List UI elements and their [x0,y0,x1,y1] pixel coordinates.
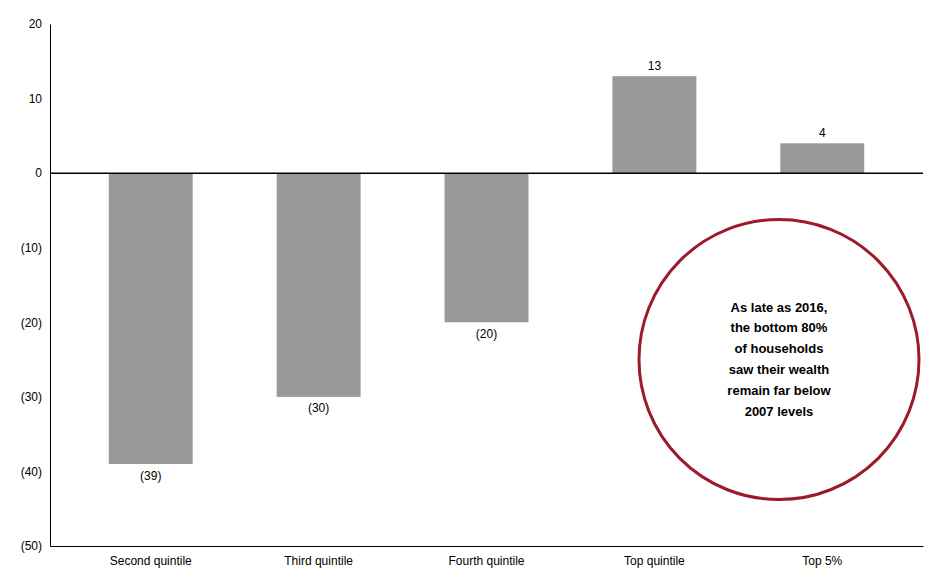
tick-label: Second quintile [110,554,192,568]
tick-label: Fourth quintile [448,554,524,568]
y-axis: (50) (40) (30) (20) (10) 0 10 20 [21,17,51,553]
tick-label: Third quintile [284,554,353,568]
tick: (50) [21,539,50,553]
tick: (20) [21,316,50,330]
data-label: (20) [476,327,497,341]
annotation-circle [639,220,919,500]
x-axis: Second quintile Third quintile Fourth quin… [51,546,924,568]
tick: (30) [21,390,50,404]
data-label: (30) [308,401,329,415]
annotation: As late as 2016, the bottom 80% of house… [727,297,830,422]
tick-label: (20) [21,316,42,330]
plot: (50) (40) (30) (20) (10) 0 10 20 Second quintile… [21,17,924,567]
bar [109,173,193,464]
bar [445,173,529,322]
zero-line [50,172,923,174]
tick: Top quintile [624,546,685,568]
bar [780,143,864,173]
tick-label: (40) [21,465,42,479]
tick-label: Top 5% [802,554,842,568]
tick: Fourth quintile [448,546,524,568]
tick-label: 20 [29,17,43,31]
tick: 0 [35,166,50,180]
tick-label: (30) [21,390,42,404]
bar [612,76,696,173]
axis-line [50,25,51,547]
axis-line [51,546,924,547]
tick: Top 5% [802,546,842,568]
tick: (10) [21,241,50,255]
tick-label: Top quintile [624,554,685,568]
tick-label: 10 [29,92,43,106]
chart-container: (50) (40) (30) (20) (10) 0 10 20 Second quintile… [0,0,943,586]
data-label: (39) [140,469,161,483]
bars [109,76,864,464]
bar [277,173,361,397]
tick: Third quintile [284,546,353,568]
tick-label: 0 [35,166,42,180]
tick: (40) [21,465,50,479]
tick-label: (10) [21,241,42,255]
tick-label: (50) [21,539,42,553]
data-label: 4 [819,126,826,140]
tick: 20 [29,17,50,31]
chart-svg: (50) (40) (30) (20) (10) 0 10 20 Second quintile… [0,0,943,586]
tick: 10 [29,92,50,106]
tick: Second quintile [110,546,192,568]
data-labels: (39) (30) (20) 13 4 [140,59,826,482]
data-label: 13 [648,59,662,73]
